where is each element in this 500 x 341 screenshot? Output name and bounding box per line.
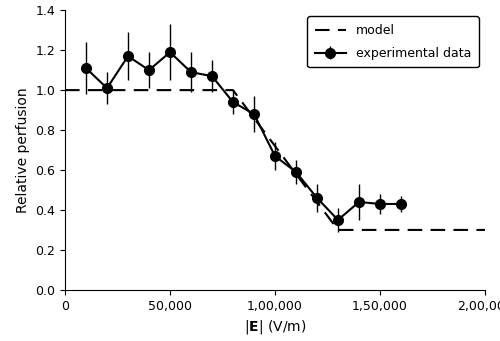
model (62, 88, 68, 92)
Line: model: model (65, 90, 485, 230)
model (230, 88, 236, 92)
Y-axis label: Relative perfusion: Relative perfusion (16, 87, 30, 213)
Legend: model, experimental data: model, experimental data (307, 16, 479, 68)
model (335, 228, 341, 232)
model (482, 228, 488, 232)
X-axis label: $|\mathbf{E}|$ (V/m): $|\mathbf{E}|$ (V/m) (244, 318, 306, 336)
